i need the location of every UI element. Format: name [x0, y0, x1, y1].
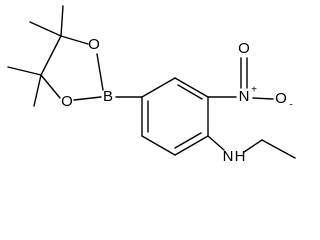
bond	[40, 35, 62, 76]
structure-diagram: O O B N + O O - N H	[7, 5, 296, 165]
charge-label: -	[289, 100, 292, 111]
bond	[7, 66, 42, 76]
bond	[29, 21, 62, 37]
charge-label: +	[251, 85, 257, 96]
bond	[60, 35, 89, 45]
atom-label: N	[239, 88, 250, 105]
bond	[60, 5, 64, 37]
bond	[252, 97, 274, 100]
bond	[33, 74, 42, 107]
bond	[141, 135, 176, 156]
atom-label: N	[223, 148, 234, 165]
bond	[177, 84, 203, 100]
bond	[73, 96, 102, 101]
atom-label: O	[238, 40, 250, 57]
bond	[96, 53, 104, 91]
bond	[141, 77, 176, 98]
bond	[174, 132, 202, 149]
bond	[174, 135, 209, 156]
bond	[207, 135, 225, 151]
bonds	[7, 5, 296, 159]
bond	[40, 74, 61, 99]
bond	[261, 139, 296, 159]
atom-label: B	[103, 88, 113, 105]
hydrogen-label: H	[235, 148, 246, 165]
bond	[174, 77, 209, 98]
atom-label: O	[88, 36, 100, 53]
atom-label: O	[275, 90, 287, 107]
bond	[243, 139, 263, 153]
atom-label: O	[61, 93, 73, 110]
